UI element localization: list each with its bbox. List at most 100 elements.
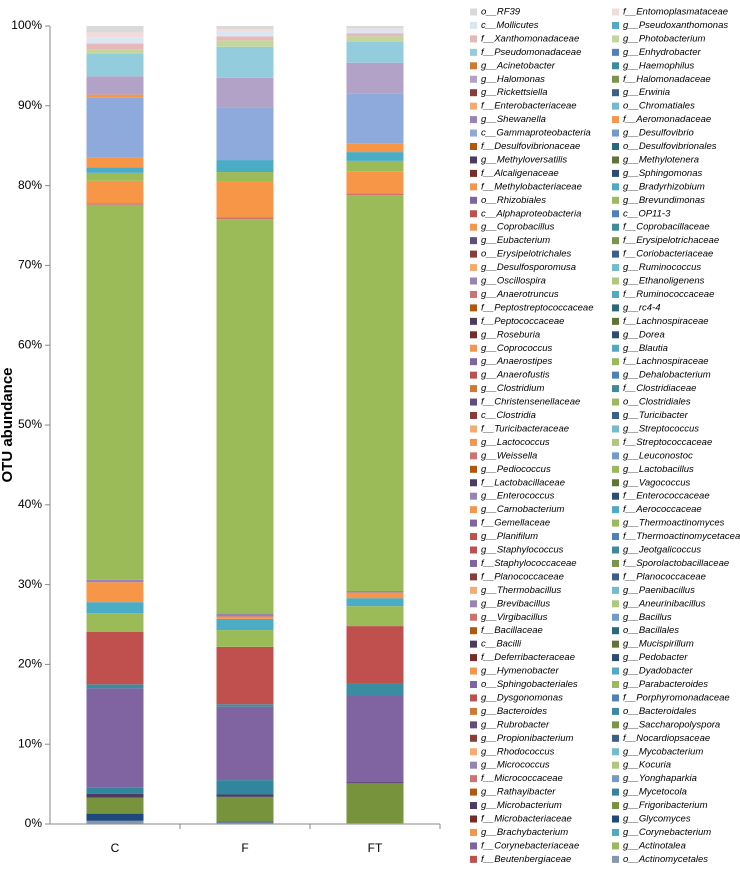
bar-segment bbox=[86, 820, 144, 824]
legend-label: f__Halomonadaceae bbox=[623, 74, 711, 85]
legend-swatch bbox=[612, 828, 619, 836]
legend-label: g__Brevundimonas bbox=[623, 195, 705, 206]
bar-segment bbox=[216, 107, 274, 161]
legend-swatch bbox=[612, 533, 619, 541]
legend-swatch bbox=[612, 317, 619, 325]
legend-swatch bbox=[470, 613, 477, 621]
legend-swatch bbox=[470, 559, 477, 567]
bar-segment bbox=[346, 598, 404, 607]
legend-swatch bbox=[612, 748, 619, 756]
bar-segment bbox=[86, 157, 144, 168]
legend-swatch bbox=[612, 694, 619, 702]
legend-label: g__Enterococcus bbox=[481, 491, 555, 502]
legend-label: g__Roseburia bbox=[481, 329, 540, 340]
legend-label: f__Alcaligenaceae bbox=[481, 168, 559, 179]
legend-label: f__Corynebacteriaceae bbox=[481, 840, 579, 851]
legend-label: g__Desulfosporomusa bbox=[481, 262, 576, 273]
bar-segment bbox=[346, 62, 404, 94]
bar-segment bbox=[86, 26, 144, 33]
legend-swatch bbox=[612, 425, 619, 433]
legend-label: g__Photobacterium bbox=[623, 33, 705, 44]
bar-segment bbox=[346, 143, 404, 153]
legend-swatch bbox=[612, 304, 619, 312]
legend-label: g__Dyadobacter bbox=[623, 666, 694, 677]
legend-swatch bbox=[612, 264, 619, 272]
legend-label: g__Rubrobacter bbox=[481, 719, 550, 730]
bar-segment bbox=[216, 29, 274, 32]
legend-swatch bbox=[612, 654, 619, 662]
bar-segment bbox=[346, 195, 404, 591]
legend-swatch bbox=[470, 600, 477, 608]
legend-label: g__Thermoactinomyces bbox=[623, 518, 725, 529]
bar-segment bbox=[86, 37, 144, 44]
legend-swatch bbox=[470, 35, 477, 43]
legend-label: c__Alphaproteobacteria bbox=[481, 208, 581, 219]
legend-label: g__Virgibacillus bbox=[481, 612, 548, 623]
legend-label: g__Hymenobacter bbox=[481, 666, 559, 677]
legend-swatch bbox=[612, 398, 619, 406]
legend-label: f__Sporolactobacillaceae bbox=[623, 558, 729, 569]
legend-swatch bbox=[612, 479, 619, 487]
legend-label: g__Pseudoxanthomonas bbox=[623, 20, 728, 31]
bar-segment bbox=[86, 613, 144, 632]
legend-label: g__Carnobacterium bbox=[481, 504, 565, 515]
legend-label: g__Rhodococcus bbox=[481, 746, 555, 757]
bar-segment bbox=[86, 793, 144, 798]
legend-swatch bbox=[470, 815, 477, 823]
bar-segment bbox=[346, 783, 404, 824]
legend-label: c__Mollicutes bbox=[481, 20, 539, 31]
legend-label: g__Staphylococcus bbox=[481, 545, 564, 556]
legend-swatch bbox=[470, 169, 477, 177]
bar-segment bbox=[216, 706, 274, 781]
legend-label: f__Streptococcaceae bbox=[623, 437, 712, 448]
legend-label: f__Aerococcaceae bbox=[623, 504, 702, 515]
legend-label: g__Lactobacillus bbox=[623, 464, 694, 475]
legend-swatch bbox=[470, 438, 477, 446]
bar-segment bbox=[346, 590, 404, 593]
legend-label: c__OP11-3 bbox=[623, 208, 671, 219]
bar-segment bbox=[86, 172, 144, 181]
legend-label: f__Lactobacillaceae bbox=[481, 477, 565, 488]
legend-label: g__Ruminococcus bbox=[623, 262, 701, 273]
legend-swatch bbox=[612, 412, 619, 419]
bar-segment bbox=[216, 26, 274, 30]
legend-swatch bbox=[470, 237, 477, 245]
y-tick-label: 10% bbox=[18, 736, 42, 750]
legend-swatch bbox=[470, 75, 477, 83]
legend-swatch bbox=[470, 196, 477, 204]
legend-label: g__Brevibacillus bbox=[481, 598, 550, 609]
legend-label: f__Enterobacteriaceae bbox=[481, 101, 577, 112]
bar-segment bbox=[86, 203, 144, 205]
legend-label: g__Turicibacter bbox=[623, 410, 689, 421]
legend-swatch bbox=[470, 533, 477, 541]
legend-label: g__Thermobacillus bbox=[481, 585, 562, 596]
legend-label: g__Weissella bbox=[481, 450, 537, 461]
legend-swatch bbox=[470, 102, 477, 110]
legend-swatch bbox=[612, 519, 619, 527]
y-tick-label: 70% bbox=[18, 258, 42, 272]
legend-swatch bbox=[470, 317, 477, 325]
legend-label: g__Lactococcus bbox=[481, 437, 550, 448]
legend-swatch bbox=[612, 438, 619, 446]
legend-label: f__Porphyromonadaceae bbox=[623, 692, 730, 703]
legend-label: g__Vagococcus bbox=[623, 477, 691, 488]
legend-swatch bbox=[470, 48, 477, 56]
legend-label: g__Leuconostoc bbox=[623, 450, 693, 461]
legend-swatch bbox=[470, 425, 477, 433]
legend-swatch bbox=[470, 667, 477, 675]
legend-label: g__Coprococcus bbox=[481, 343, 553, 354]
bar-segment bbox=[216, 822, 274, 824]
bar-segment bbox=[216, 613, 274, 617]
legend-label: g__Aneurinibacillus bbox=[623, 598, 706, 609]
y-tick-label: 20% bbox=[18, 657, 42, 671]
legend-swatch bbox=[470, 304, 477, 312]
legend-label: o__Desulfovibrionales bbox=[623, 141, 717, 152]
legend-label: g__Enhydrobacter bbox=[623, 47, 701, 58]
legend-swatch bbox=[612, 156, 619, 164]
bar-segment bbox=[346, 782, 404, 784]
legend-label: g__Anaerofustis bbox=[481, 370, 550, 381]
legend-label: c__Gammaproteobacteria bbox=[481, 128, 591, 139]
legend-label: g__Paenibacillus bbox=[623, 585, 695, 596]
bar-segment bbox=[346, 193, 404, 196]
legend-swatch bbox=[612, 290, 619, 298]
